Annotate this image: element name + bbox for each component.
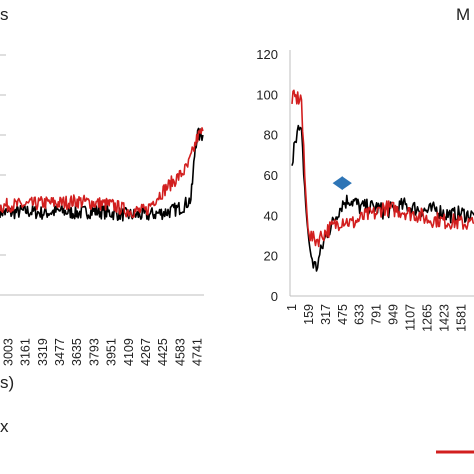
right-x-tick-label: 1107 — [404, 304, 418, 331]
left-x-tick-label: 3477 — [53, 338, 67, 366]
right-x-tick-label: 1581 — [454, 304, 468, 332]
left-x-tick-label: 3793 — [87, 338, 101, 366]
left-legend-fragment: x — [0, 417, 9, 436]
right-y-tick-labels: 0 20 40 60 80 100 120 — [256, 47, 278, 304]
right-series-group — [291, 89, 474, 272]
right-x-tick-label: 1423 — [437, 304, 451, 332]
right-y-tick-label: 0 — [271, 289, 278, 304]
left-chart-title-fragment: s — [0, 5, 9, 24]
arrow-head-right — [341, 176, 352, 191]
left-series-group — [0, 127, 204, 222]
right-x-tick-label: 159 — [302, 304, 316, 325]
right-series-1 — [291, 89, 474, 248]
right-chart-title-fragment: M — [456, 5, 470, 24]
right-y-tick-label: 60 — [264, 168, 278, 183]
right-x-tick-label: 633 — [353, 304, 367, 325]
left-x-axis-label-fragment: s) — [0, 373, 14, 392]
left-x-tick-label: 4583 — [173, 338, 187, 366]
left-x-tick-label: 3161 — [19, 338, 33, 366]
right-y-tick-label: 20 — [264, 249, 278, 264]
right-x-tick-label: 791 — [370, 304, 384, 325]
left-series-1 — [0, 127, 204, 219]
arrow-head-left — [332, 176, 343, 191]
double-arrow-annotation — [332, 176, 352, 191]
right-x-tick-label: 1265 — [420, 304, 434, 332]
left-x-tick-label: 3003 — [2, 338, 16, 366]
left-x-tick-label: 4267 — [139, 338, 153, 366]
right-y-tick-label: 40 — [264, 208, 278, 223]
right-y-tick-label: 80 — [264, 128, 278, 143]
right-x-tick-label: 475 — [336, 304, 350, 325]
left-x-tick-label: 4741 — [191, 338, 205, 366]
left-x-tick-labels: 3003 3161 3319 3477 3635 3793 3951 4109 4267 4425… — [0, 54, 205, 366]
right-x-tick-labels: 1 159 317 475 633 791 949 1107 1265 1423 1581 — [285, 304, 468, 332]
right-x-tick-label: 317 — [319, 304, 333, 325]
left-series-0 — [0, 127, 204, 222]
left-x-tick-label: 3951 — [105, 338, 119, 366]
right-y-tick-label: 120 — [256, 47, 278, 62]
left-x-tick-label: 4425 — [156, 338, 170, 366]
right-y-tick-label: 100 — [256, 87, 278, 102]
left-x-tick-label: 3319 — [36, 338, 50, 366]
right-series-0 — [291, 124, 474, 272]
right-x-tick-label: 949 — [387, 304, 401, 325]
left-x-tick-label: 4109 — [122, 338, 136, 366]
left-x-tick-label: 3635 — [70, 338, 84, 366]
right-x-tick-label: 1 — [285, 304, 299, 311]
